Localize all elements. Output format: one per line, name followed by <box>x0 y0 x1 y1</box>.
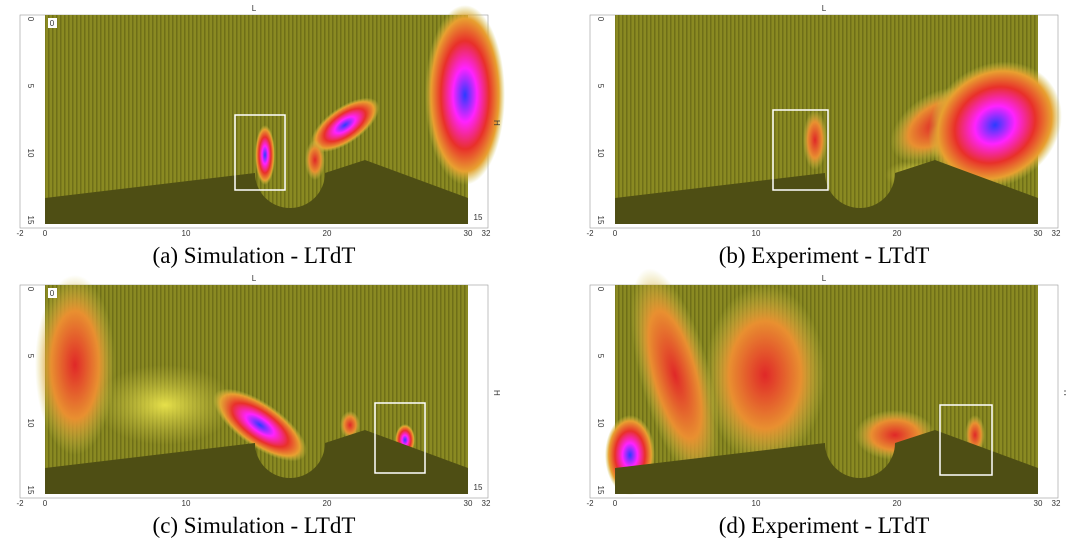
x-tick-label: 20 <box>893 499 902 508</box>
x-tick-label: 32 <box>482 229 491 238</box>
panel: -2 0 10 20 30 32 0 5 10 15 L H 0 15 (c) Simulation - L… <box>16 274 501 538</box>
y-tick-label: 15 <box>596 216 605 225</box>
panel: -2 0 10 20 30 32 0 5 10 15 L H 0 15 (a) Simulation - L… <box>16 4 505 268</box>
x-tick-label: 30 <box>1034 499 1043 508</box>
x-tick-label: -2 <box>16 499 24 508</box>
x-axis-label: L <box>822 274 827 283</box>
x-tick-label: 20 <box>323 499 332 508</box>
corner-label: 0 <box>50 19 55 28</box>
x-tick-label: 0 <box>43 499 48 508</box>
x-tick-label: -2 <box>16 229 24 238</box>
y-tick-label: 10 <box>596 419 605 428</box>
x-tick-label: 20 <box>323 229 332 238</box>
caption: (c) Simulation - LTdT <box>153 513 356 538</box>
panel: -2 0 10 20 30 32 0 5 10 15 L (b) Experiment - LTdT <box>586 4 1066 268</box>
y-tick-label: 5 <box>596 354 605 359</box>
x-axis-label: L <box>252 274 257 283</box>
y-tick-label: 5 <box>26 354 35 359</box>
x-tick-label: 0 <box>613 229 618 238</box>
wave-field <box>705 285 825 465</box>
y-tick-label: 0 <box>26 287 35 292</box>
x-tick-label: 30 <box>464 499 473 508</box>
caption: (b) Experiment - LTdT <box>719 243 930 268</box>
x-tick-label: 10 <box>182 499 191 508</box>
y-tick-label: 15 <box>26 216 35 225</box>
corner-label: 15 <box>474 483 483 492</box>
y-tick-label: 15 <box>26 486 35 495</box>
y-tick-label: 0 <box>26 17 35 22</box>
y-tick-label: 10 <box>596 149 605 158</box>
x-tick-label: -2 <box>586 499 594 508</box>
x-tick-label: 30 <box>1034 229 1043 238</box>
y-axis-label: H <box>492 390 501 396</box>
corner-label: 0 <box>50 289 55 298</box>
y-tick-label: 10 <box>26 419 35 428</box>
x-tick-label: 32 <box>1052 499 1061 508</box>
x-axis-label: L <box>822 4 827 13</box>
x-tick-label: 10 <box>752 229 761 238</box>
x-tick-label: 0 <box>43 229 48 238</box>
x-tick-label: 30 <box>464 229 473 238</box>
x-axis-label: L <box>252 4 257 13</box>
x-tick-label: 20 <box>893 229 902 238</box>
corner-label: 15 <box>474 213 483 222</box>
y-tick-label: 5 <box>596 84 605 89</box>
panel: -2 0 10 20 30 32 0 5 10 15 L H (d) Experiment - LTdT <box>586 260 1066 538</box>
wave-field <box>803 110 827 170</box>
y-axis-label: H <box>1062 390 1066 396</box>
caption: (d) Experiment - LTdT <box>719 513 930 538</box>
y-tick-label: 15 <box>596 486 605 495</box>
x-tick-label: 10 <box>182 229 191 238</box>
y-tick-label: 0 <box>596 287 605 292</box>
x-tick-label: 32 <box>482 499 491 508</box>
y-tick-label: 5 <box>26 84 35 89</box>
wave-field <box>255 125 275 185</box>
wave-field <box>425 5 505 185</box>
x-tick-label: 0 <box>613 499 618 508</box>
y-tick-label: 0 <box>596 17 605 22</box>
y-tick-label: 10 <box>26 149 35 158</box>
wave-field <box>95 365 235 445</box>
x-tick-label: 32 <box>1052 229 1061 238</box>
y-axis-label: H <box>492 120 501 126</box>
figure: -2 0 10 20 30 32 0 5 10 15 L H 0 15 (a) Simulation - L… <box>0 0 1066 543</box>
x-tick-label: 10 <box>752 499 761 508</box>
wave-field <box>35 275 115 455</box>
caption: (a) Simulation - LTdT <box>153 243 356 268</box>
wave-field <box>305 140 325 180</box>
x-tick-label: -2 <box>586 229 594 238</box>
